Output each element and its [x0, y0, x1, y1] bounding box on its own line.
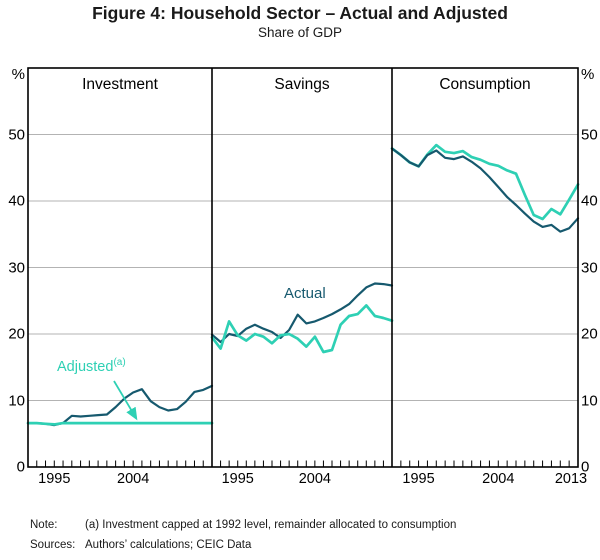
- y-tick-label-right-0: 0: [581, 458, 590, 476]
- y-axis-unit-left: %: [11, 66, 25, 83]
- y-axis-unit-right: %: [581, 66, 595, 83]
- series-line-savings-adjusted: [210, 304, 394, 354]
- figure-title: Figure 4: Household Sector – Actual and …: [92, 3, 508, 23]
- note-row: Note: (a) Investment capped at 1992 level…: [30, 519, 590, 531]
- adjusted-annotation-arrow: [113, 380, 138, 421]
- series-line-consumption-actual: [390, 147, 580, 233]
- panel-title-investment: Investment: [82, 76, 158, 93]
- y-tick-label-right-40: 40: [581, 192, 598, 210]
- note-text: (a) Investment capped at 1992 level, rem…: [85, 519, 457, 531]
- panel-title-savings: Savings: [274, 76, 330, 93]
- y-tick-label-left-10: 10: [8, 392, 25, 409]
- x-tick-label-1-2004: 2004: [298, 471, 331, 487]
- series-line-consumption-adjusted: [390, 143, 580, 221]
- sources-row: Sources: Authors’ calculations; CEIC Data: [30, 539, 590, 551]
- y-tick-label-left-50: 50: [8, 126, 25, 143]
- x-tick-label-1-1995: 1995: [221, 471, 254, 487]
- y-tick-label-left-40: 40: [8, 192, 25, 210]
- x-tick-label-0-1995: 1995: [38, 471, 71, 487]
- year-tick-marks: [27, 460, 579, 467]
- plot-border: [27, 67, 579, 468]
- y-tick-label-right-30: 30: [581, 259, 598, 276]
- series-line-investment-adjusted: [26, 421, 214, 426]
- gridlines: [28, 134, 578, 401]
- plot-frame: [27, 67, 579, 468]
- x-tick-label-2-2013: 2013: [554, 471, 588, 487]
- y-tick-label-left-0: 0: [16, 458, 25, 476]
- series-lines: [26, 143, 580, 427]
- note-label: Note:: [30, 519, 58, 531]
- sources-text: Authors’ calculations; CEIC Data: [85, 539, 252, 551]
- y-tick-label-right-50: 50: [581, 126, 598, 143]
- sources-label: Sources:: [30, 539, 76, 551]
- series-label-adjusted-text: Adjusted: [57, 358, 114, 375]
- y-tick-label-left-30: 30: [8, 259, 25, 276]
- x-tick-label-2-2004: 2004: [482, 471, 515, 487]
- x-tick-label-0-2004: 2004: [117, 471, 150, 487]
- series-label-adjusted-footnote-marker: (a): [113, 357, 126, 368]
- figure-subtitle: Share of GDP: [257, 25, 343, 40]
- x-tick-label-2-1995: 1995: [402, 471, 435, 487]
- y-tick-label-right-20: 20: [581, 325, 598, 343]
- series-label-actual: Actual: [284, 285, 326, 302]
- y-tick-label-right-10: 10: [581, 392, 598, 409]
- y-tick-label-left-20: 20: [8, 325, 25, 343]
- panel-title-consumption: Consumption: [439, 76, 531, 93]
- series-label-adjusted: Adjusted(a): [57, 357, 126, 375]
- series-line-savings-actual: [210, 282, 394, 344]
